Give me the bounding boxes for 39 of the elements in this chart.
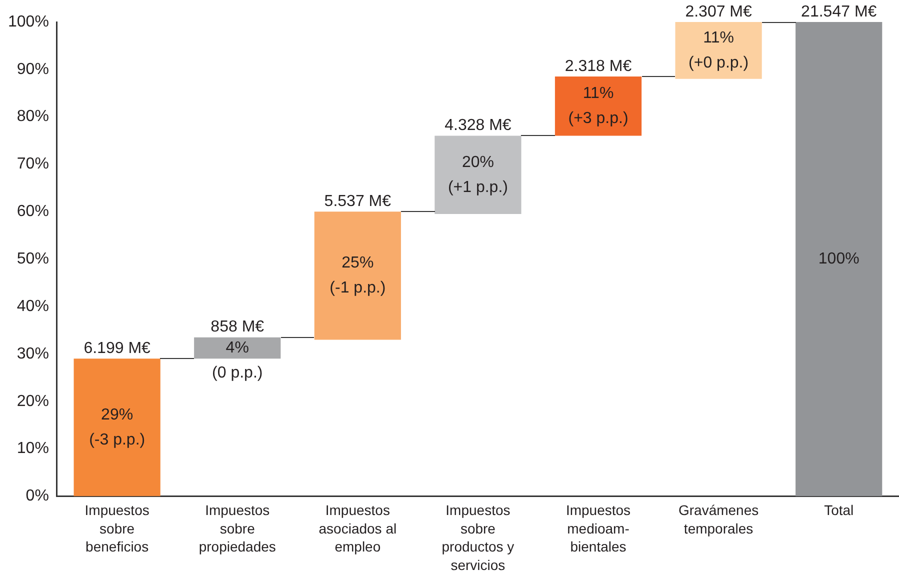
annotation: 25% (-1 p.p.) <box>330 254 386 297</box>
annotation: 2.307 M€ <box>685 3 752 20</box>
y-tick-label: 70% <box>16 156 49 173</box>
annotation: 29% (-3 p.p.) <box>89 406 146 448</box>
y-tick-label: 20% <box>16 392 49 410</box>
x-tick-label: Impuestos sobre propiedades <box>198 502 276 555</box>
annotation: 6.199 M€ <box>84 340 151 358</box>
annotation: 4.328 M€ <box>444 117 512 134</box>
annotation: 100% <box>818 250 860 268</box>
x-tick-label: Gravámenes temporales <box>678 502 759 536</box>
y-tick-label: 80% <box>16 108 49 126</box>
bar <box>74 358 160 496</box>
y-tick-label: 60% <box>16 203 49 220</box>
annotation: 858 M€ <box>210 318 264 336</box>
annotation: 20% (+1 p.p.) <box>448 154 508 196</box>
x-tick-label: Impuestos medioam- bientales <box>566 502 631 555</box>
bar <box>675 22 762 79</box>
y-tick-label: 40% <box>16 298 49 315</box>
bar <box>314 212 401 340</box>
bar <box>434 136 522 214</box>
annotation: 2.318 M€ <box>564 58 632 75</box>
y-tick-label: 30% <box>16 345 49 362</box>
bar <box>194 337 281 359</box>
annotation: 5.537 M€ <box>324 193 392 210</box>
x-tick-label: Impuestos asociados al empleo <box>318 502 397 555</box>
y-tick-label: 10% <box>16 440 49 458</box>
y-tick-label: 50% <box>16 250 49 268</box>
annotation: 21.547 M€ <box>801 3 877 20</box>
annotation: 4% (0 p.p.) <box>212 339 263 382</box>
annotation: 11% (+0 p.p.) <box>688 29 749 72</box>
y-tick-label: 100% <box>8 13 49 30</box>
bar <box>796 22 882 496</box>
x-tick-label: Impuestos sobre productos y servicios <box>442 502 514 573</box>
bar <box>554 76 642 136</box>
y-tick-label: 90% <box>16 60 49 78</box>
x-tick-label: Impuestos sobre beneficios <box>84 502 150 555</box>
x-tick-label: Total <box>824 502 854 518</box>
annotation: 11% (+3 p.p.) <box>568 85 628 128</box>
y-tick-label: 0% <box>26 488 49 505</box>
